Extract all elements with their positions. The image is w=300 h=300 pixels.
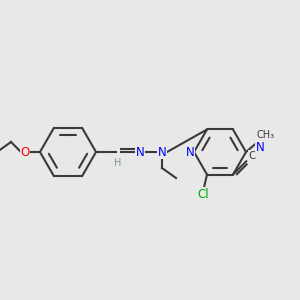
Text: Cl: Cl [197, 188, 209, 201]
Text: H: H [114, 158, 122, 168]
Text: N: N [158, 146, 166, 158]
Text: N: N [136, 146, 144, 158]
Text: N: N [186, 146, 194, 158]
Text: CH₃: CH₃ [257, 130, 275, 140]
Text: C: C [248, 151, 256, 160]
Text: N: N [256, 141, 264, 154]
Text: O: O [20, 146, 30, 158]
